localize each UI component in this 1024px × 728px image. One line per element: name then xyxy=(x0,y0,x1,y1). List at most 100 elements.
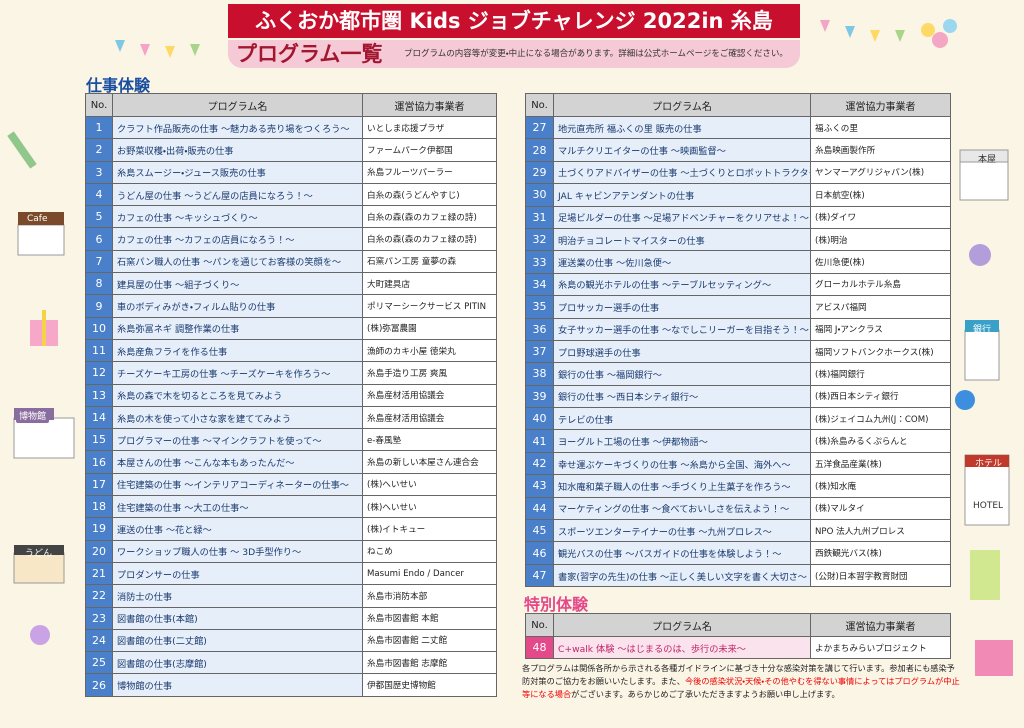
operator: 石窯パン工房 童夢の森 xyxy=(362,249,497,274)
program-no: 36 xyxy=(525,317,554,341)
header-cell: No. xyxy=(525,93,554,117)
operator: 糸島の新しい本屋さん連合会 xyxy=(362,450,497,474)
operator: 糸島映画製作所 xyxy=(810,138,951,162)
operator: Masumi Endo / Dancer xyxy=(362,561,497,586)
subtitle: プログラム一覧 xyxy=(236,42,383,66)
program-row: 28 マルチクリエイターの仕事 ～映画監督～ 糸島映画製作所 xyxy=(525,138,951,162)
program-name: C+walk 体験 ～はじまるのは、歩行の未来～ xyxy=(553,635,811,660)
program-no: 1 xyxy=(85,115,113,140)
program-name: 地元直売所 福ふくの里 販売の仕事 xyxy=(553,115,811,140)
operator: (株)糸島みるくぷらんと xyxy=(810,429,951,453)
header-cell: 運営協力事業者 xyxy=(810,93,951,117)
program-name: 博物館の仕事 xyxy=(112,673,363,697)
program-no: 37 xyxy=(525,339,554,364)
program-table: No. プログラム名 運営協力事業者 1 クラフト作品販売の仕事 ～魅力ある売り場をつく… xyxy=(85,93,497,697)
operator: 白糸の森(うどんやすじ) xyxy=(362,182,497,207)
program-name: うどん屋の仕事 ～うどん屋の店員になろう！～ xyxy=(112,182,363,207)
operator: 糸島産材活用協議会 xyxy=(362,383,497,407)
note: プログラムの内容等が変更・中止になる場合があります。詳細は公式ホームページをご確… xyxy=(404,49,788,59)
program-row: 45 スポーツエンターテイナーの仕事 ～九州プロレス～ NPO 法人九州プロレス xyxy=(525,519,951,543)
program-no: 7 xyxy=(85,249,113,274)
program-table: No. プログラム名 運営協力事業者 48 C+walk 体験 ～はじまるのは、歩行の未… xyxy=(525,613,951,660)
operator: 佐川急便(株) xyxy=(810,250,951,274)
program-row: 46 観光バスの仕事 ～バスガイドの仕事を体験しよう！～ 西鉄観光バス(株) xyxy=(525,541,951,565)
program-row: 24 図書館の仕事(二丈館) 糸島市図書館 二丈館 xyxy=(85,628,497,653)
program-no: 29 xyxy=(525,160,554,185)
program-no: 8 xyxy=(85,272,113,296)
program-name: クラフト作品販売の仕事 ～魅力ある売り場をつくろう～ xyxy=(112,115,363,140)
program-no: 19 xyxy=(85,517,113,541)
program-no: 30 xyxy=(525,183,554,207)
program-row: 21 プロダンサーの仕事 Masumi Endo / Dancer xyxy=(85,561,497,586)
program-row: 6 カフェの仕事 ～カフェの店員になろう！～ 白糸の森(森のカフェ緑の詩) xyxy=(85,227,497,251)
program-row: 35 プロサッカー選手の仕事 アビスパ福岡 xyxy=(525,295,951,319)
program-no: 35 xyxy=(525,295,554,319)
program-no: 12 xyxy=(85,361,113,385)
cafe-sign: Cafe xyxy=(24,213,51,225)
operator: 漁師のカキ小屋 徳栄丸 xyxy=(362,338,497,363)
header-cell: プログラム名 xyxy=(112,93,363,117)
program-no: 20 xyxy=(85,539,113,563)
program-name: 幸せ運ぶケーキづくりの仕事 ～糸島から全国、海外へ～ xyxy=(553,451,811,476)
operator: 糸島市図書館 志摩館 xyxy=(362,651,497,675)
program-row: 30 JAL キャビンアテンダントの仕事 日本航空(株) xyxy=(525,183,951,207)
program-row: 48 C+walk 体験 ～はじまるのは、歩行の未来～ よかまちみらいプロジェクト xyxy=(525,635,951,660)
program-no: 13 xyxy=(85,383,113,407)
operator: 糸島産材活用協議会 xyxy=(362,405,497,430)
operator: 福岡 J・アンクラス xyxy=(810,317,951,341)
program-row: 13 糸島の森で木を切るところを見てみよう 糸島産材活用協議会 xyxy=(85,383,497,407)
program-no: 48 xyxy=(525,635,554,660)
program-row: 42 幸せ運ぶケーキづくりの仕事 ～糸島から全国、海外へ～ 五洋食品産業(株) xyxy=(525,451,951,476)
program-name: カフェの仕事 ～キッシュづくり～ xyxy=(112,205,363,229)
hotel-sign: ホテル xyxy=(975,459,1003,469)
program-no: 15 xyxy=(85,428,113,452)
operator: (株)へいせい xyxy=(362,495,497,519)
program-name: 観光バスの仕事 ～バスガイドの仕事を体験しよう！～ xyxy=(553,541,811,565)
program-name: 糸島の観光ホテルの仕事 ～テーブルセッティング～ xyxy=(553,272,811,297)
program-name: 糸島スムージー・ジュース販売の仕事 xyxy=(112,160,363,184)
program-name: 知水庵和菓子職人の仕事 ～手づくり上生菓子を作ろう～ xyxy=(553,474,811,498)
program-no: 43 xyxy=(525,474,554,498)
program-name: 糸島弥冨ネギ 調整作業の仕事 xyxy=(112,316,363,340)
program-name: 運送業の仕事 ～佐川急便～ xyxy=(553,250,811,274)
program-name: JAL キャビンアテンダントの仕事 xyxy=(553,183,811,207)
operator: (株)ジェイコム九州(J：COM) xyxy=(810,407,951,431)
header-cell: プログラム名 xyxy=(553,613,811,637)
program-no: 44 xyxy=(525,496,554,521)
program-name: 車のボディみがき・フィルム貼りの仕事 xyxy=(112,294,363,318)
program-row: 25 図書館の仕事(志摩館) 糸島市図書館 志摩館 xyxy=(85,651,497,675)
program-name: お野菜収穫・出荷・販売の仕事 xyxy=(112,138,363,162)
program-row: 33 運送業の仕事 ～佐川急便～ 佐川急便(株) xyxy=(525,250,951,274)
program-row: 18 住宅建築の仕事 ～大工の仕事～ (株)へいせい xyxy=(85,495,497,519)
program-no: 9 xyxy=(85,294,113,318)
program-name: 銀行の仕事 ～福岡銀行～ xyxy=(553,362,811,386)
program-no: 3 xyxy=(85,160,113,184)
operator: 福ふくの里 xyxy=(810,115,951,140)
header-cell: No. xyxy=(525,613,554,637)
program-row: 9 車のボディみがき・フィルム貼りの仕事 ポリマーシークサービス PITIN xyxy=(85,294,497,318)
program-no: 24 xyxy=(85,628,113,653)
program-no: 47 xyxy=(525,563,554,588)
footer-highlight: 今後の感染状況・天候・その他やむを得ない事情によってはプログラムが中止等になる場… xyxy=(522,676,960,699)
program-row: 7 石窯パン職人の仕事 ～パンを通じてお客様の笑顔を～ 石窯パン工房 童夢の森 xyxy=(85,249,497,274)
program-no: 6 xyxy=(85,227,113,251)
program-no: 22 xyxy=(85,584,113,608)
program-no: 14 xyxy=(85,405,113,430)
program-no: 10 xyxy=(85,316,113,340)
udon-sign: うどん xyxy=(25,549,53,559)
program-name: プロダンサーの仕事 xyxy=(112,561,363,586)
program-row: 14 糸島の木を使って小さな家を建ててみよう 糸島産材活用協議会 xyxy=(85,405,497,430)
program-name: 書家(習字の先生)の仕事 ～正しく美しい文字を書く大切さ～ xyxy=(553,563,811,588)
program-row: 15 プログラマーの仕事 ～マインクラフトを使って～ e-春風塾 xyxy=(85,428,497,452)
section-title: 特別体験 xyxy=(524,595,589,614)
program-no: 42 xyxy=(525,451,554,476)
program-row: 19 運送の仕事 ～花と緑～ (株)イトキュー xyxy=(85,517,497,541)
operator: ファームパーク伊都国 xyxy=(362,138,497,162)
operator: (公財)日本習字教育財団 xyxy=(810,563,951,588)
section-title: 仕事体験 xyxy=(86,76,151,95)
footer-text: がございます。あらかじめご了承いただきますようお願い申し上げます。 xyxy=(571,689,840,699)
program-name: 本屋さんの仕事 ～こんな本もあったんだ～ xyxy=(112,450,363,474)
operator: (株)弥冨農園 xyxy=(362,316,497,340)
